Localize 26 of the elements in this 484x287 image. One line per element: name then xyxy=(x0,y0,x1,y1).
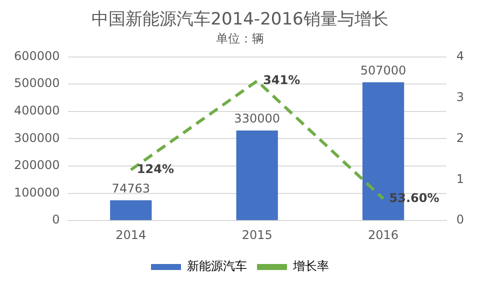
y-tick-label: 200000 xyxy=(14,158,60,172)
y-tick-label: 0 xyxy=(52,212,60,227)
y2-tick-label: 1 xyxy=(456,172,464,186)
y-tick-label: 400000 xyxy=(14,104,60,118)
x-tick-label: 2014 xyxy=(116,228,146,242)
x-tick-label: 2016 xyxy=(368,228,399,242)
x-tick-label: 2015 xyxy=(242,228,272,242)
chart-title: 中国新能源汽车2014-2016销量与增长 xyxy=(92,10,388,30)
data-label: 124% xyxy=(136,162,174,176)
y2-tick-label: 2 xyxy=(456,130,464,145)
y-tick-label: 500000 xyxy=(14,76,60,90)
y2-tick-label: 0 xyxy=(456,212,464,227)
chart-subtitle: 单位：辆 xyxy=(216,32,264,46)
y2-tick-label: 3 xyxy=(456,90,464,104)
data-label: 330000 xyxy=(234,112,280,126)
y-tick-label: 600000 xyxy=(14,48,60,63)
data-label: 507000 xyxy=(360,63,406,78)
legend-label: 新能源汽车 xyxy=(187,259,247,274)
bar xyxy=(110,200,152,220)
y2-tick-label: 4 xyxy=(456,48,464,63)
data-label: 74763 xyxy=(112,181,150,196)
data-label: 341% xyxy=(263,73,300,88)
y-tick-label: 100000 xyxy=(14,185,60,200)
bar xyxy=(236,130,278,220)
y-tick-label: 300000 xyxy=(14,130,60,145)
legend-label: 增长率 xyxy=(292,259,329,274)
